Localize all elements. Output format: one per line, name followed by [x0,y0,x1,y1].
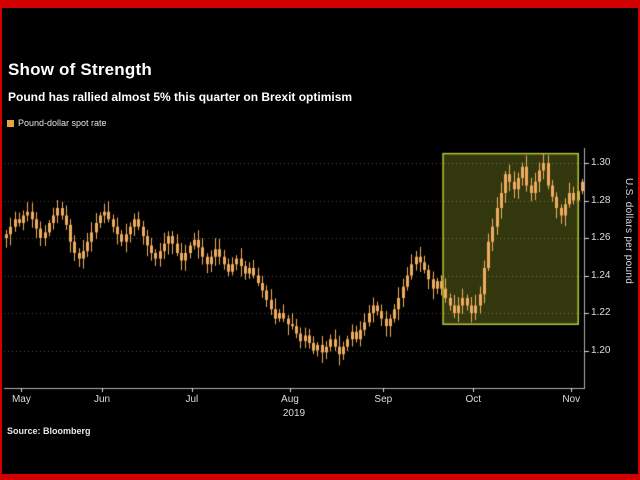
x-axis-month-label: Jun [93,394,111,405]
y-axis-tick-label: 1.26 [591,232,611,243]
x-axis-year-label: 2019 [282,408,306,419]
x-axis-month-label: Jul [185,394,199,405]
x-axis-month-label: Oct [465,394,481,405]
y-axis-title: U.S. dollars per pound [623,178,634,285]
source-credit: Source: Bloomberg [7,426,91,436]
x-axis-month-label: May [11,394,31,405]
price-chart-canvas [2,8,638,474]
y-axis-tick-label: 1.28 [591,194,611,206]
x-axis-month-label: Sep [374,394,393,405]
x-axis-month-label: Nov [562,394,581,405]
x-axis-month-label: Aug [281,394,299,405]
y-axis-tick-label: 1.20 [591,344,611,356]
y-axis-tick-label: 1.24 [591,269,611,281]
y-axis-tick-label: 1.30 [591,157,611,168]
y-axis-tick-label: 1.22 [591,307,611,318]
